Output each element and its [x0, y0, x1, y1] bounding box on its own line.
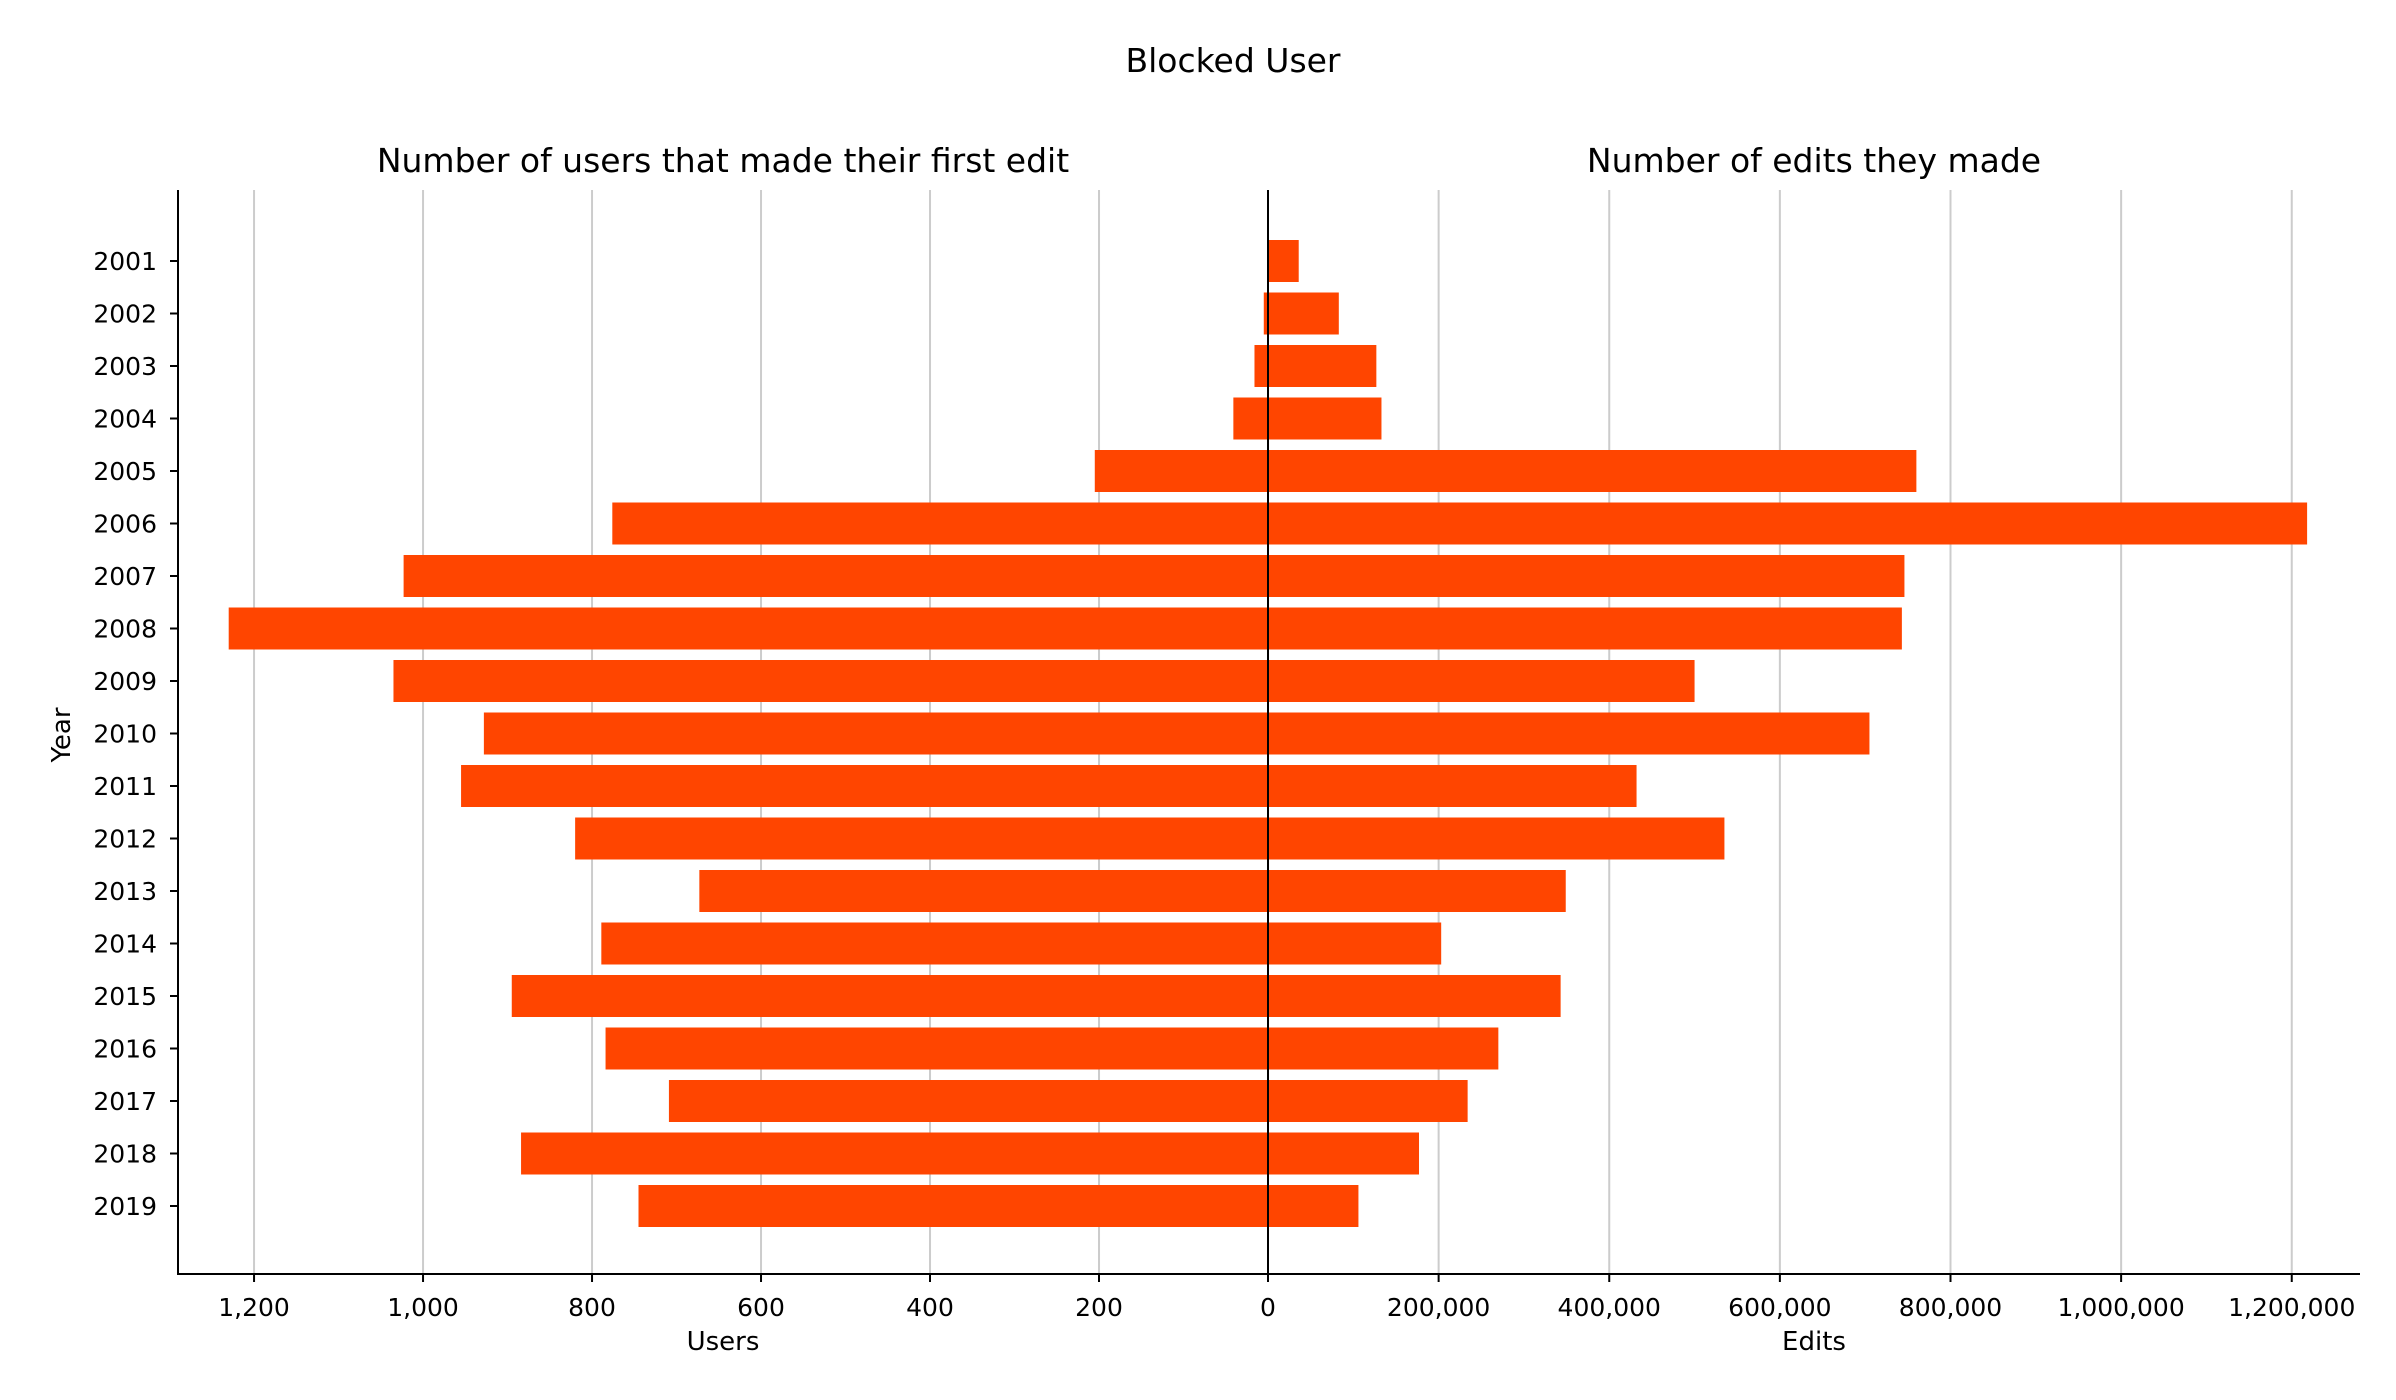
- bar-users-2014: [601, 922, 1268, 965]
- bar-edits-2018: [1268, 1132, 1420, 1175]
- bar-edits-2012: [1268, 817, 1725, 860]
- right-x-tick-label: 200,000: [1387, 1293, 1490, 1322]
- right-x-tick-label: 600,000: [1728, 1293, 1831, 1322]
- left-x-tick-label: 600: [737, 1293, 785, 1322]
- right-x-tick-label: 1,200,000: [2228, 1293, 2355, 1322]
- tick-labels: 1,200 1,000 800 600 400 200 0 200,000 400,000 600…: [218, 1274, 2355, 1322]
- year-label: 2010: [93, 720, 157, 749]
- bar-edits-2006: [1268, 502, 2308, 545]
- year-label: 2017: [93, 1087, 157, 1116]
- bar-edits-2004: [1268, 397, 1382, 440]
- bar-edits-2013: [1268, 870, 1566, 912]
- bar-edits-2011: [1268, 765, 1637, 807]
- year-label: 2013: [93, 877, 157, 906]
- bar-edits-2001: [1268, 240, 1299, 282]
- left-x-tick-label: 0: [1260, 1293, 1276, 1322]
- year-label: 2007: [93, 562, 157, 591]
- bar-users-2012: [575, 817, 1268, 860]
- bar-edits-2003: [1268, 345, 1377, 387]
- bar-edits-2009: [1268, 660, 1695, 702]
- right-x-axis-label: Edits: [1782, 1327, 1846, 1357]
- right-x-tick-label: 1,000,000: [2058, 1293, 2185, 1322]
- left-x-tick-label: 1,200: [218, 1293, 290, 1322]
- year-label: 2006: [93, 510, 157, 539]
- bar-users-2009: [393, 660, 1269, 702]
- year-label: 2001: [93, 247, 157, 276]
- year-label: 2004: [93, 405, 157, 434]
- bar-users-2003: [1254, 345, 1268, 387]
- bar-edits-2014: [1268, 922, 1442, 965]
- bar-edits-2016: [1268, 1027, 1499, 1070]
- bars: [228, 240, 2308, 1227]
- bar-users-2011: [461, 765, 1268, 807]
- left-panel-subtitle: Number of users that made their first ed…: [377, 141, 1069, 180]
- year-labels: 2001 2002 2003 2004 2005 2006 2007 2008 2009 2010…: [93, 247, 178, 1221]
- left-x-tick-label: 400: [906, 1293, 954, 1322]
- bar-edits-2007: [1268, 555, 1905, 597]
- year-label: 2009: [93, 667, 157, 696]
- bar-users-2010: [483, 712, 1268, 755]
- bar-users-2005: [1094, 450, 1268, 492]
- bar-edits-2010: [1268, 712, 1870, 755]
- year-label: 2011: [93, 772, 157, 801]
- bar-users-2007: [403, 555, 1269, 597]
- year-label: 2016: [93, 1035, 157, 1064]
- bar-users-2018: [521, 1132, 1268, 1175]
- year-label: 2002: [93, 300, 157, 329]
- year-label: 2012: [93, 825, 157, 854]
- year-label: 2008: [93, 615, 157, 644]
- right-panel-subtitle: Number of edits they made: [1587, 141, 2041, 180]
- bar-edits-2017: [1268, 1080, 1468, 1122]
- bar-edits-2005: [1268, 450, 1917, 492]
- left-x-tick-label: 800: [568, 1293, 616, 1322]
- bar-users-2002: [1263, 292, 1268, 335]
- right-x-tick-label: 800,000: [1899, 1293, 2002, 1322]
- bar-edits-2008: [1268, 607, 1902, 650]
- bar-users-2015: [511, 975, 1268, 1017]
- left-x-axis-label: Users: [687, 1327, 760, 1357]
- bar-users-2013: [699, 870, 1268, 912]
- bar-users-2019: [638, 1185, 1268, 1227]
- right-x-tick-label: 400,000: [1558, 1293, 1661, 1322]
- year-label: 2014: [93, 930, 157, 959]
- bar-users-2016: [605, 1027, 1268, 1070]
- bar-edits-2015: [1268, 975, 1561, 1017]
- bar-users-2006: [612, 502, 1268, 545]
- bar-users-2017: [668, 1080, 1268, 1122]
- year-label: 2015: [93, 982, 157, 1011]
- bar-users-2004: [1233, 397, 1268, 440]
- chart-title: Blocked User: [1125, 41, 1340, 80]
- year-label: 2005: [93, 457, 157, 486]
- bar-edits-2019: [1268, 1185, 1359, 1227]
- left-x-tick-label: 200: [1075, 1293, 1123, 1322]
- y-axis-label: Year: [47, 707, 77, 763]
- left-x-tick-label: 1,000: [387, 1293, 459, 1322]
- year-label: 2003: [93, 352, 157, 381]
- year-label: 2018: [93, 1140, 157, 1169]
- bar-users-2008: [228, 607, 1269, 650]
- bar-edits-2002: [1268, 292, 1339, 335]
- year-label: 2019: [93, 1192, 157, 1221]
